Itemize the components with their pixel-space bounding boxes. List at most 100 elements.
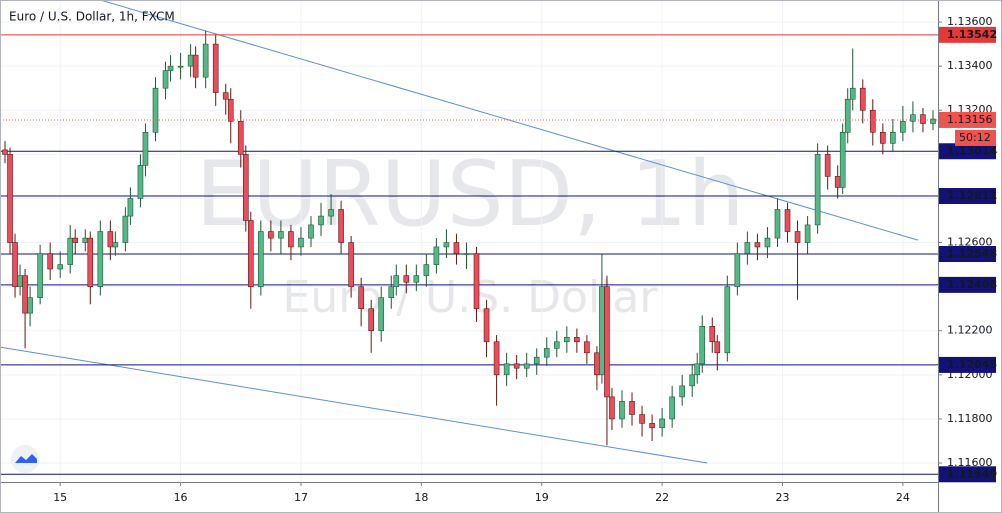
candle	[844, 88, 851, 144]
candle	[584, 335, 590, 364]
candle-body	[12, 242, 18, 287]
candle-body	[227, 98, 234, 122]
candle-body	[784, 209, 791, 232]
candle-body	[57, 264, 63, 270]
candle-body	[423, 264, 430, 276]
level-label: 1.12548	[947, 247, 997, 260]
candle-body	[122, 215, 129, 243]
candle	[920, 108, 926, 133]
candle	[689, 363, 696, 397]
candle-body	[619, 400, 625, 420]
candle-body	[679, 385, 685, 398]
candle	[288, 224, 294, 261]
trend-line	[0, 346, 708, 464]
candle	[248, 211, 254, 309]
candle-body	[920, 114, 926, 124]
candle	[694, 352, 701, 384]
candle-body	[639, 414, 645, 424]
candle-body	[689, 374, 696, 387]
candle	[804, 216, 811, 254]
candle	[794, 220, 801, 300]
candle-body	[493, 341, 500, 376]
candle	[358, 277, 364, 327]
logo-badge[interactable]	[11, 445, 39, 473]
candle	[880, 123, 886, 155]
candle	[328, 194, 334, 225]
candle-body	[584, 341, 590, 354]
candle-body	[433, 246, 440, 265]
candle-body	[298, 237, 304, 248]
candle	[774, 198, 781, 247]
logo-icon[interactable]	[15, 454, 37, 463]
candle	[533, 348, 540, 375]
candle-body	[288, 231, 294, 248]
candle	[137, 154, 144, 208]
candle-body	[804, 224, 811, 243]
candle	[107, 220, 114, 261]
candle	[869, 99, 876, 146]
candle	[202, 30, 209, 89]
candle	[338, 200, 344, 254]
candle	[433, 238, 440, 274]
candle	[47, 242, 53, 281]
candle-body	[107, 231, 114, 248]
x-tick-label: 15	[53, 491, 67, 504]
candle-body	[839, 131, 846, 188]
candle	[27, 286, 33, 327]
candle-body	[413, 275, 420, 283]
candle-body	[483, 308, 490, 343]
logo[interactable]	[11, 445, 39, 473]
candle-body	[604, 286, 610, 398]
candle	[659, 407, 665, 437]
candle-body	[754, 242, 761, 248]
x-tick-label: 24	[896, 491, 910, 504]
candle-body	[564, 337, 570, 343]
candle-body	[67, 237, 74, 265]
candle	[764, 227, 771, 258]
candle-body	[87, 237, 94, 287]
candle-body	[744, 242, 751, 254]
candle	[212, 35, 219, 106]
level-label-box	[939, 188, 996, 205]
candle	[423, 253, 430, 287]
y-tick-label: 1.11600	[947, 456, 993, 469]
candle	[87, 231, 94, 305]
candle-body	[137, 165, 144, 199]
candle-body	[900, 120, 906, 133]
candle	[67, 224, 74, 274]
y-tick-label: 1.12600	[947, 236, 993, 249]
candle-body	[378, 297, 385, 332]
candle-body	[724, 286, 731, 354]
candle	[268, 220, 274, 252]
candle	[177, 52, 184, 80]
trend-line	[100, 0, 919, 241]
candle-body	[594, 352, 600, 376]
candle-body	[669, 396, 675, 420]
candle-body	[47, 253, 53, 270]
candle-body	[338, 209, 344, 243]
y-tick-label: 1.13400	[947, 59, 993, 72]
candle-body	[659, 418, 665, 429]
candle	[669, 385, 675, 428]
candle-body	[453, 242, 460, 254]
candle	[553, 330, 560, 358]
candle-body	[167, 65, 174, 71]
candle	[127, 187, 134, 225]
y-tick-label: 1.11800	[947, 412, 993, 425]
candle-body	[473, 253, 480, 309]
candle-body	[248, 220, 254, 287]
candle-body	[443, 242, 450, 248]
candle-body	[17, 275, 23, 287]
candle-body	[7, 154, 13, 243]
candle	[122, 207, 129, 252]
last-price-box	[939, 111, 996, 128]
grid	[0, 0, 938, 482]
candle	[368, 299, 374, 353]
candle-body	[72, 237, 79, 243]
candle-body	[177, 65, 184, 68]
candle	[393, 264, 400, 296]
candle-body	[242, 154, 249, 221]
candle	[574, 328, 580, 353]
candle-body	[890, 131, 896, 144]
